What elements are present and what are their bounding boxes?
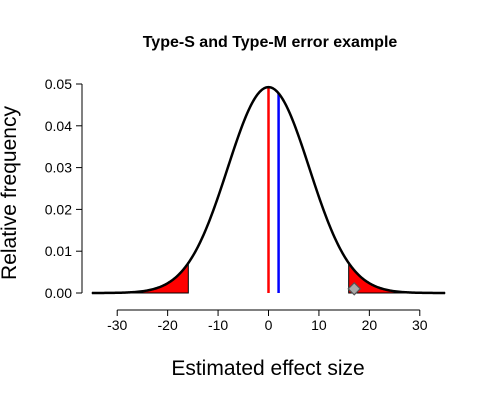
y-tick-label: 0.04: [45, 118, 72, 134]
y-axis: 0.00 0.01 0.02 0.03 0.04 0.05: [45, 76, 83, 301]
x-tick-label: 0: [265, 317, 273, 333]
x-axis: -30 -20 -10 0 10 20 30: [107, 309, 428, 333]
y-axis-label: Relative frequency: [0, 106, 21, 280]
y-tick-label: 0.05: [45, 76, 72, 92]
y-tick-label: 0.01: [45, 243, 72, 259]
y-tick-label: 0.03: [45, 160, 72, 176]
estimate-marker: [347, 281, 362, 296]
x-tick-label: 20: [362, 317, 378, 333]
chart-title: Type-S and Type-M error example: [143, 34, 398, 51]
estimate-marker-group: [347, 281, 362, 296]
x-tick-label: 10: [311, 317, 327, 333]
x-tick-label: -10: [208, 317, 228, 333]
density-curve: [91, 85, 446, 295]
x-axis-label: Estimated effect size: [171, 357, 364, 380]
y-tick-label: 0.00: [45, 285, 72, 301]
y-ticks: 0.00 0.01 0.02 0.03 0.04 0.05: [45, 76, 82, 301]
plot-area: [91, 85, 446, 296]
reference-lines: [267, 87, 280, 293]
x-tick-label: 30: [412, 317, 428, 333]
x-tick-label: -20: [158, 317, 178, 333]
x-ticks: -30 -20 -10 0 10 20 30: [107, 310, 428, 333]
y-tick-label: 0.02: [45, 201, 72, 217]
x-tick-label: -30: [107, 317, 127, 333]
